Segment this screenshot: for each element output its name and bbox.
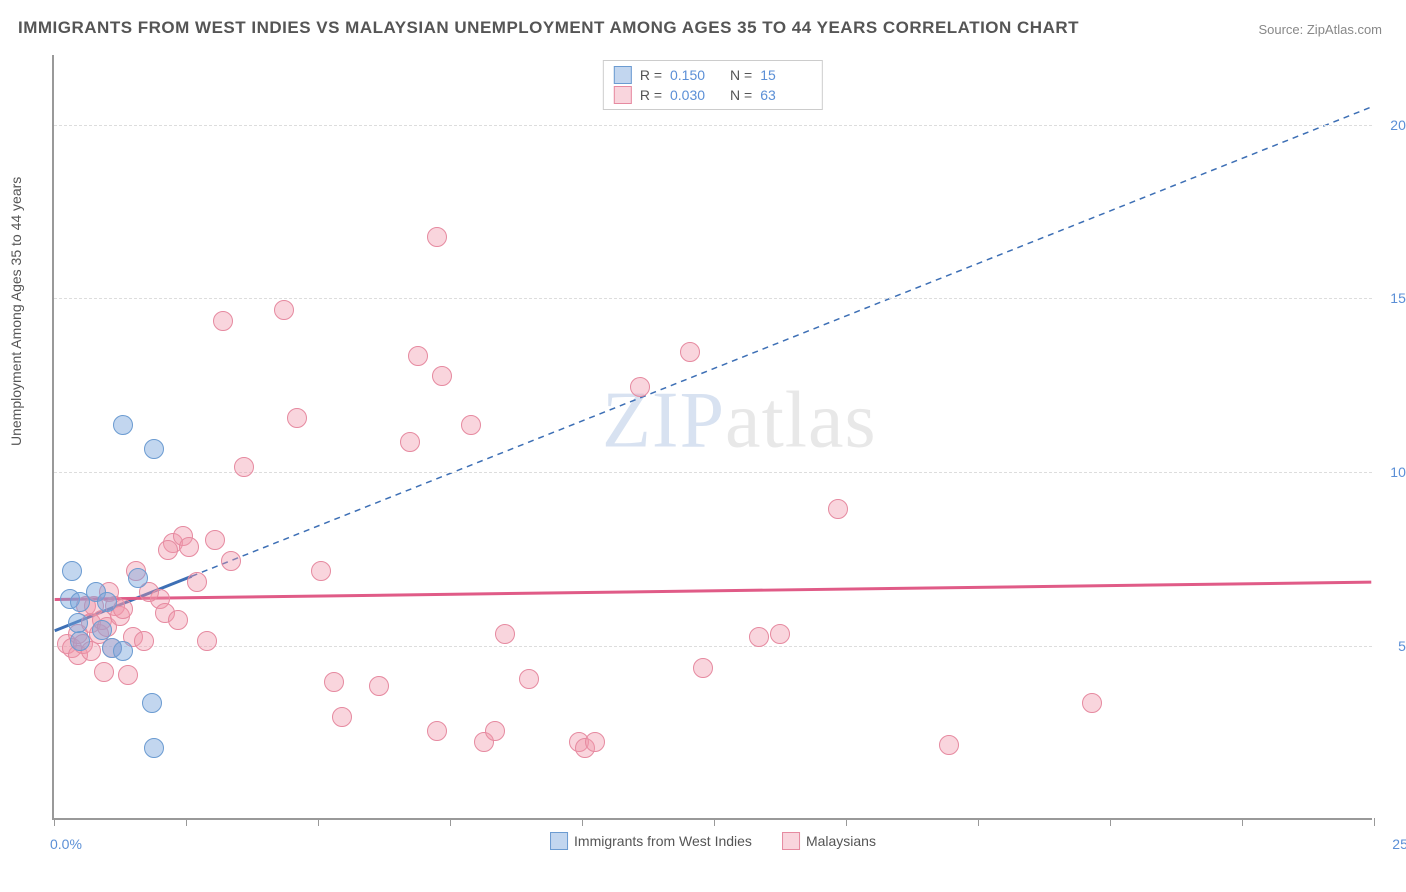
legend-swatch bbox=[614, 86, 632, 104]
x-tick bbox=[582, 818, 583, 826]
scatter-point bbox=[693, 658, 713, 678]
scatter-point bbox=[427, 721, 447, 741]
legend-r-value: 0.150 bbox=[670, 67, 722, 83]
scatter-point bbox=[461, 415, 481, 435]
legend-swatch bbox=[782, 832, 800, 850]
scatter-point bbox=[113, 641, 133, 661]
scatter-point bbox=[770, 624, 790, 644]
scatter-point bbox=[134, 631, 154, 651]
scatter-point bbox=[287, 408, 307, 428]
x-tick bbox=[846, 818, 847, 826]
scatter-point bbox=[585, 732, 605, 752]
legend-series-name: Malaysians bbox=[806, 833, 876, 849]
gridline-h bbox=[54, 125, 1372, 126]
scatter-point bbox=[221, 551, 241, 571]
legend-r-value: 0.030 bbox=[670, 87, 722, 103]
chart-container: IMMIGRANTS FROM WEST INDIES VS MALAYSIAN… bbox=[0, 0, 1406, 892]
scatter-point bbox=[369, 676, 389, 696]
scatter-point bbox=[274, 300, 294, 320]
legend-stat-row: R = 0.150 N = 15 bbox=[614, 65, 812, 85]
x-tick bbox=[714, 818, 715, 826]
x-tick bbox=[318, 818, 319, 826]
scatter-point bbox=[408, 346, 428, 366]
scatter-point bbox=[324, 672, 344, 692]
scatter-point bbox=[144, 439, 164, 459]
y-tick-label: 10.0% bbox=[1390, 464, 1406, 480]
scatter-point bbox=[62, 561, 82, 581]
scatter-point bbox=[70, 631, 90, 651]
legend-swatch bbox=[614, 66, 632, 84]
legend-bottom: Immigrants from West Indies Malaysians bbox=[550, 832, 876, 850]
x-tick bbox=[1374, 818, 1375, 826]
x-tick bbox=[450, 818, 451, 826]
scatter-point bbox=[680, 342, 700, 362]
gridline-h bbox=[54, 298, 1372, 299]
scatter-point bbox=[234, 457, 254, 477]
scatter-point bbox=[630, 377, 650, 397]
scatter-point bbox=[485, 721, 505, 741]
scatter-point bbox=[400, 432, 420, 452]
x-tick bbox=[54, 818, 55, 826]
scatter-point bbox=[427, 227, 447, 247]
scatter-point bbox=[205, 530, 225, 550]
gridline-h bbox=[54, 646, 1372, 647]
x-tick bbox=[978, 818, 979, 826]
x-tick bbox=[186, 818, 187, 826]
scatter-point bbox=[187, 572, 207, 592]
scatter-point bbox=[332, 707, 352, 727]
source-label: Source: ZipAtlas.com bbox=[1258, 22, 1382, 37]
x-axis-min-label: 0.0% bbox=[50, 836, 82, 852]
scatter-point bbox=[118, 665, 138, 685]
legend-item: Immigrants from West Indies bbox=[550, 832, 752, 850]
legend-n-label: N = bbox=[730, 67, 752, 83]
scatter-point bbox=[828, 499, 848, 519]
scatter-point bbox=[432, 366, 452, 386]
scatter-point bbox=[168, 610, 188, 630]
plot-area: ZIPatlas R = 0.150 N = 15 R = 0.030 N = … bbox=[52, 55, 1372, 820]
legend-swatch bbox=[550, 832, 568, 850]
legend-stat-row: R = 0.030 N = 63 bbox=[614, 85, 812, 105]
legend-stats: R = 0.150 N = 15 R = 0.030 N = 63 bbox=[603, 60, 823, 110]
legend-n-value: 15 bbox=[760, 67, 812, 83]
scatter-point bbox=[97, 592, 117, 612]
scatter-point bbox=[197, 631, 217, 651]
y-axis-label: Unemployment Among Ages 35 to 44 years bbox=[8, 177, 24, 446]
scatter-point bbox=[749, 627, 769, 647]
legend-series-name: Immigrants from West Indies bbox=[574, 833, 752, 849]
x-tick bbox=[1110, 818, 1111, 826]
scatter-point bbox=[94, 662, 114, 682]
scatter-point bbox=[519, 669, 539, 689]
legend-n-label: N = bbox=[730, 87, 752, 103]
legend-r-label: R = bbox=[640, 67, 662, 83]
scatter-point bbox=[179, 537, 199, 557]
y-tick-label: 20.0% bbox=[1390, 117, 1406, 133]
x-tick bbox=[1242, 818, 1243, 826]
scatter-point bbox=[311, 561, 331, 581]
y-tick-label: 5.0% bbox=[1398, 638, 1406, 654]
x-axis-max-label: 25.0% bbox=[1392, 836, 1406, 852]
scatter-point bbox=[495, 624, 515, 644]
legend-item: Malaysians bbox=[782, 832, 876, 850]
scatter-point bbox=[144, 738, 164, 758]
y-tick-label: 15.0% bbox=[1390, 290, 1406, 306]
trend-lines bbox=[54, 55, 1372, 818]
scatter-point bbox=[213, 311, 233, 331]
chart-title: IMMIGRANTS FROM WEST INDIES VS MALAYSIAN… bbox=[18, 18, 1079, 38]
scatter-point bbox=[113, 415, 133, 435]
scatter-point bbox=[68, 613, 88, 633]
legend-n-value: 63 bbox=[760, 87, 812, 103]
scatter-point bbox=[128, 568, 148, 588]
scatter-point bbox=[158, 540, 178, 560]
scatter-point bbox=[142, 693, 162, 713]
legend-r-label: R = bbox=[640, 87, 662, 103]
scatter-point bbox=[939, 735, 959, 755]
scatter-point bbox=[1082, 693, 1102, 713]
